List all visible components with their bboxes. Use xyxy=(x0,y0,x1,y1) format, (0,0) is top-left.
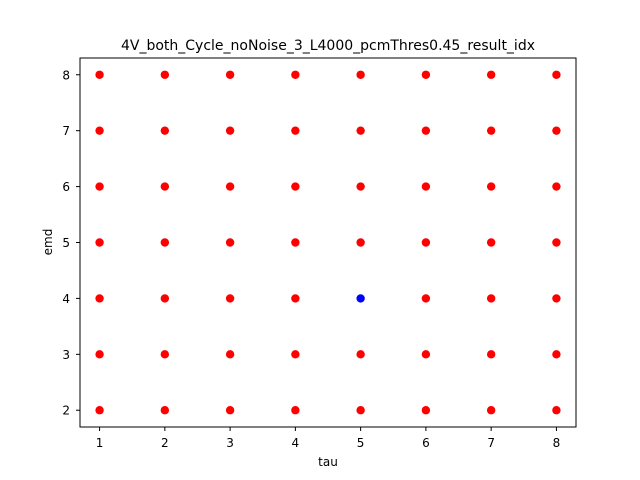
y-tick-label: 2 xyxy=(62,404,70,418)
y-tick-label: 5 xyxy=(62,236,70,250)
data-point xyxy=(421,350,431,359)
chart-title: 4V_both_Cycle_noNoise_3_L4000_pcmThres0.… xyxy=(121,38,535,54)
data-point xyxy=(486,182,496,191)
data-point xyxy=(291,238,300,247)
data-point xyxy=(95,406,104,415)
x-tick-label: 7 xyxy=(487,436,495,450)
x-axis: 1 2 3 4 5 6 7 8 xyxy=(96,427,560,450)
data-point xyxy=(95,350,104,359)
data-point xyxy=(552,126,561,135)
data-point xyxy=(552,70,561,79)
data-point xyxy=(160,126,170,135)
data-point xyxy=(291,294,300,303)
data-point xyxy=(291,182,300,191)
data-point xyxy=(225,126,235,135)
data-point xyxy=(552,350,561,359)
data-point xyxy=(160,182,170,191)
x-tick-label: 4 xyxy=(292,436,300,450)
data-point xyxy=(160,294,170,303)
data-point xyxy=(421,294,431,303)
data-point xyxy=(486,294,496,303)
data-point xyxy=(225,182,235,191)
data-point xyxy=(291,70,300,79)
data-point xyxy=(225,350,235,359)
data-point xyxy=(421,70,431,79)
data-point xyxy=(225,294,235,303)
y-tick-label: 8 xyxy=(62,68,70,82)
data-point xyxy=(291,126,300,135)
data-point xyxy=(356,126,365,135)
x-axis-label: tau xyxy=(318,455,338,469)
data-point xyxy=(356,238,365,247)
data-point xyxy=(486,350,496,359)
x-tick-label: 5 xyxy=(357,436,365,450)
data-point xyxy=(421,238,431,247)
data-point xyxy=(421,182,431,191)
data-point xyxy=(225,70,235,79)
data-point xyxy=(291,406,300,415)
data-point xyxy=(552,294,561,303)
y-tick-label: 3 xyxy=(62,348,70,362)
x-tick-label: 2 xyxy=(161,436,169,450)
data-point xyxy=(160,406,170,415)
data-point xyxy=(95,126,104,135)
data-point xyxy=(291,350,300,359)
data-point xyxy=(421,406,431,415)
data-point xyxy=(95,238,104,247)
data-point xyxy=(356,294,365,303)
y-tick-label: 7 xyxy=(62,124,70,138)
y-axis-label: emd xyxy=(41,229,55,256)
y-tick-label: 4 xyxy=(62,292,70,306)
data-point xyxy=(486,406,496,415)
y-tick-label: 6 xyxy=(62,180,70,194)
data-point xyxy=(421,126,431,135)
data-point xyxy=(486,126,496,135)
data-point xyxy=(356,406,365,415)
data-point xyxy=(552,238,561,247)
data-point xyxy=(225,406,235,415)
plot-area: 1 2 3 4 5 6 7 8 2 3 4 5 6 7 8 xyxy=(62,57,577,450)
x-tick-label: 3 xyxy=(226,436,234,450)
y-axis: 2 3 4 5 6 7 8 xyxy=(62,68,80,418)
data-point xyxy=(95,294,104,303)
data-point xyxy=(356,182,365,191)
data-point xyxy=(486,238,496,247)
data-point xyxy=(486,70,496,79)
data-point xyxy=(160,70,170,79)
data-point xyxy=(356,70,365,79)
data-point xyxy=(552,406,561,415)
x-tick-label: 1 xyxy=(96,436,104,450)
data-point xyxy=(160,350,170,359)
points-layer xyxy=(95,70,561,415)
x-tick-label: 8 xyxy=(553,436,561,450)
data-point xyxy=(95,70,104,79)
data-point xyxy=(552,182,561,191)
data-point xyxy=(356,350,365,359)
data-point xyxy=(225,238,235,247)
data-point xyxy=(160,238,170,247)
data-point xyxy=(95,182,104,191)
x-tick-label: 6 xyxy=(422,436,430,450)
